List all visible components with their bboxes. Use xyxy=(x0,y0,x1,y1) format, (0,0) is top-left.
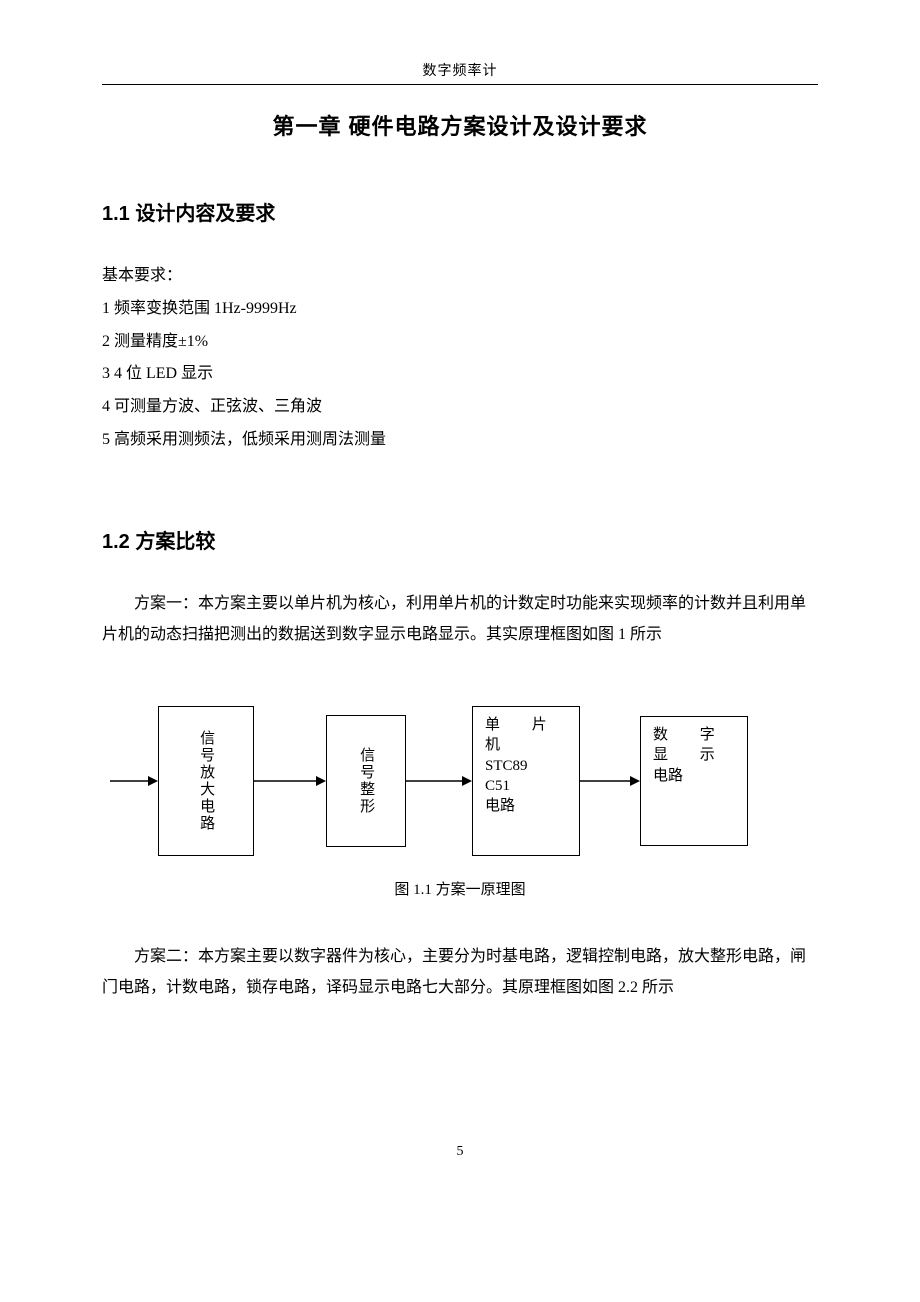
node-label: 信号整形 xyxy=(356,747,376,815)
running-header: 数字频率计 xyxy=(102,60,818,84)
requirement-item: 4 可测量方波、正弦波、三角波 xyxy=(102,391,818,424)
flow-node-display: 数 字 显 示 电路 xyxy=(640,716,748,846)
chapter-title: 第一章 硬件电路方案设计及设计要求 xyxy=(102,109,818,141)
scheme-2-paragraph: 方案二：本方案主要以数字器件为核心，主要分为时基电路，逻辑控制电路，放大整形电路… xyxy=(102,941,818,1003)
header-rule xyxy=(102,84,818,85)
section-2-title: 1.2 方案比较 xyxy=(102,525,818,554)
section-1-title: 1.1 设计内容及要求 xyxy=(102,197,818,226)
requirement-item: 3 4 位 LED 显示 xyxy=(102,358,818,391)
flow-node-shaping: 信号整形 xyxy=(326,715,406,847)
arrow-icon xyxy=(580,771,640,791)
node-label-line: 机 xyxy=(485,735,500,755)
figure-caption: 图 1.1 方案一原理图 xyxy=(102,878,818,899)
requirements-lead: 基本要求： xyxy=(102,260,818,293)
flow-node-mcu: 单 片 机 STC89 C51 电路 xyxy=(472,706,580,856)
arrow-icon xyxy=(406,771,472,791)
node-label-line: C51 xyxy=(485,776,510,796)
scheme-1-paragraph: 方案一：本方案主要以单片机为核心，利用单片机的计数定时功能来实现频率的计数并且利… xyxy=(102,588,818,650)
flowchart: 信号放大电路 信号整形 单 片 机 STC89 xyxy=(102,706,818,856)
requirement-item: 2 测量精度±1% xyxy=(102,326,818,359)
node-label-line: 单 片 xyxy=(485,715,561,735)
node-label-line: 显 示 xyxy=(653,745,729,765)
page: 数字频率计 第一章 硬件电路方案设计及设计要求 1.1 设计内容及要求 基本要求… xyxy=(0,0,920,1220)
node-label-line: 电路 xyxy=(653,766,683,786)
requirement-item: 1 频率变换范围 1Hz-9999Hz xyxy=(102,293,818,326)
flow-node-amplifier: 信号放大电路 xyxy=(158,706,254,856)
paragraph-text: 方案一：本方案主要以单片机为核心，利用单片机的计数定时功能来实现频率的计数并且利… xyxy=(102,588,818,650)
page-number: 5 xyxy=(102,1144,818,1160)
requirement-item: 5 高频采用测频法，低频采用测周法测量 xyxy=(102,424,818,457)
arrow-icon xyxy=(254,771,326,791)
diagram-1: 信号放大电路 信号整形 单 片 机 STC89 xyxy=(102,706,818,899)
requirements-block: 基本要求： 1 频率变换范围 1Hz-9999Hz 2 测量精度±1% 3 4 … xyxy=(102,260,818,457)
arrow-icon xyxy=(110,771,158,791)
node-label-line: STC89 xyxy=(485,756,528,776)
node-label-line: 电路 xyxy=(485,796,515,816)
paragraph-text: 方案二：本方案主要以数字器件为核心，主要分为时基电路，逻辑控制电路，放大整形电路… xyxy=(102,941,818,1003)
node-label: 信号放大电路 xyxy=(196,730,216,832)
node-label-line: 数 字 xyxy=(653,725,729,745)
